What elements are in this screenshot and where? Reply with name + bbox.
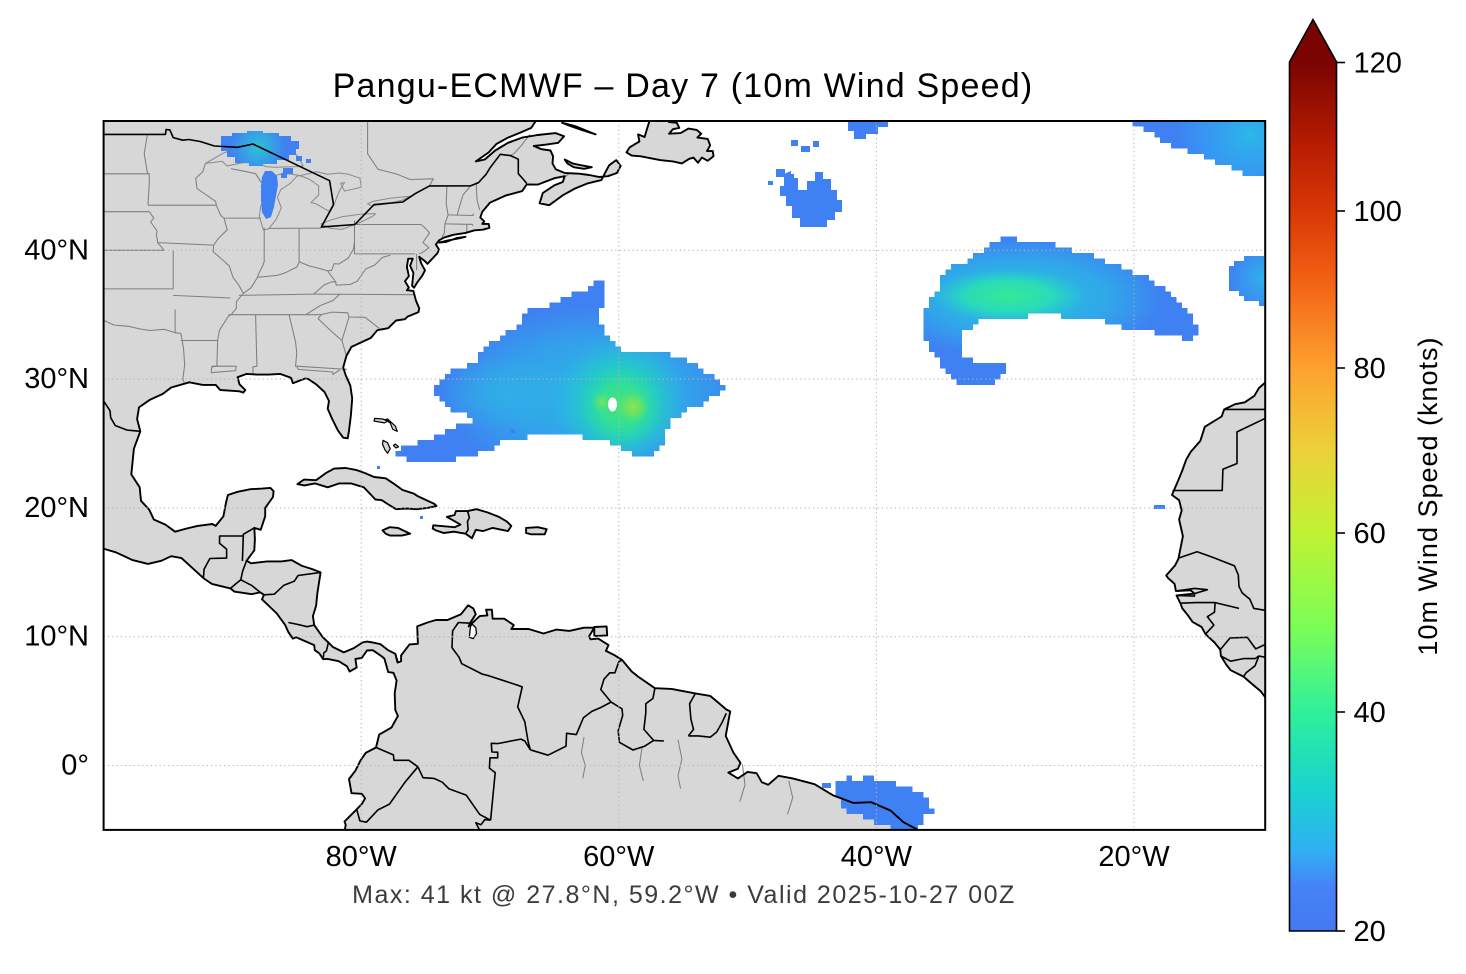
svg-text:20: 20 (1354, 916, 1386, 948)
svg-text:Max: 41 kt @ 27.8°N, 59.2°W •: Max: 41 kt @ 27.8°N, 59.2°W • Valid 2025… (352, 881, 1016, 909)
svg-text:40°W: 40°W (841, 841, 913, 873)
svg-text:20°N: 20°N (24, 492, 89, 524)
svg-text:40°N: 40°N (24, 234, 89, 266)
svg-text:100: 100 (1354, 196, 1402, 228)
svg-text:Pangu-ECMWF – Day 7 (10m Wind: Pangu-ECMWF – Day 7 (10m Wind Speed) (333, 67, 1034, 105)
svg-text:60: 60 (1354, 518, 1386, 550)
svg-text:80°W: 80°W (326, 841, 398, 873)
svg-text:60°W: 60°W (583, 841, 655, 873)
svg-text:80: 80 (1354, 353, 1386, 385)
svg-text:10m Wind Speed (knots): 10m Wind Speed (knots) (1413, 336, 1443, 655)
svg-text:40: 40 (1354, 697, 1386, 729)
svg-text:30°N: 30°N (24, 363, 89, 395)
svg-text:120: 120 (1354, 48, 1402, 80)
svg-text:10°N: 10°N (24, 621, 89, 653)
svg-text:0°: 0° (61, 750, 89, 782)
svg-text:20°W: 20°W (1098, 841, 1170, 873)
